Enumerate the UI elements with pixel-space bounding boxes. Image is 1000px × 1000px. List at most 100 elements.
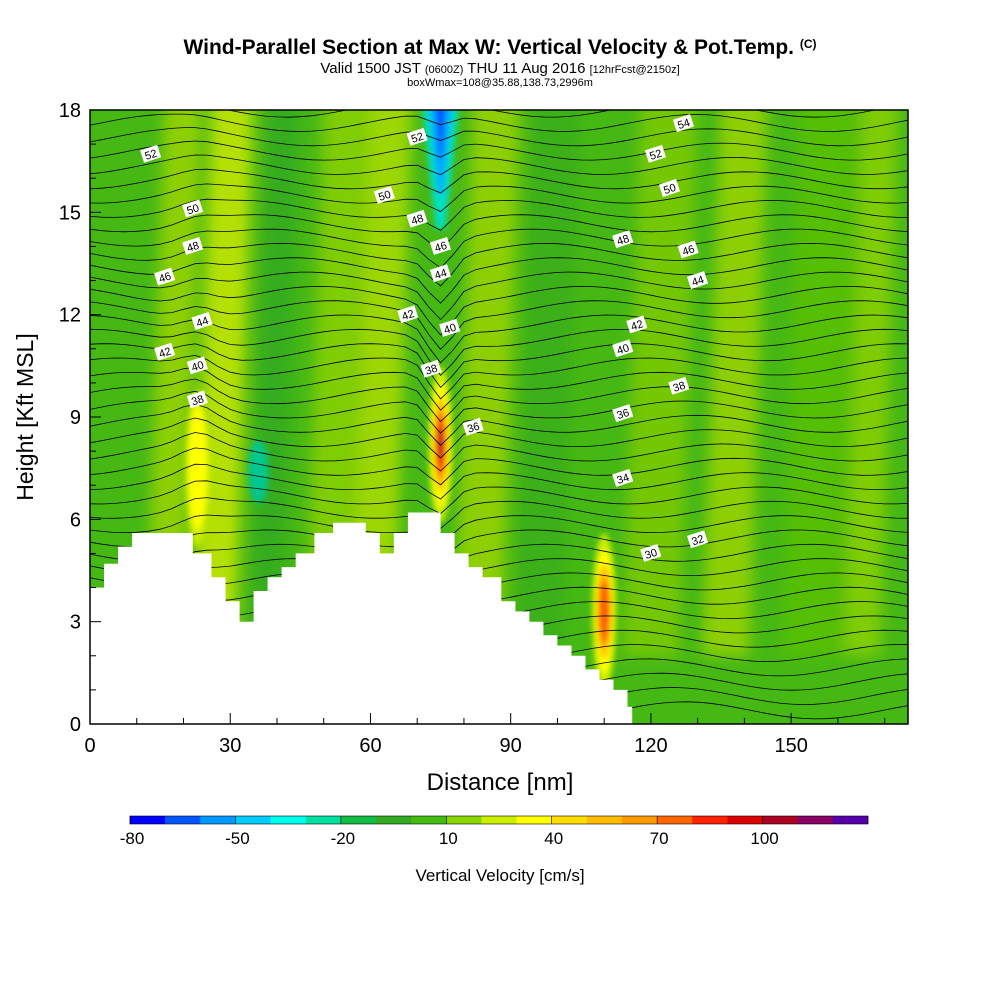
contour-label-bg <box>373 185 395 204</box>
contour-label-text: 46 <box>157 270 172 285</box>
colorbar-swatch <box>411 816 447 824</box>
contour-label-bg <box>677 240 699 259</box>
contour-label: 46 <box>154 267 176 286</box>
contour-label: 34 <box>612 468 634 487</box>
contour-label-text: 48 <box>185 240 200 255</box>
contour-label: 40 <box>186 356 208 375</box>
x-tick-label: 120 <box>634 735 667 757</box>
colorbar-swatch <box>270 816 307 824</box>
theta-contour <box>90 242 908 287</box>
contour-label-text: 42 <box>157 346 172 361</box>
contour-label: 40 <box>612 339 634 357</box>
contour-label-bg <box>686 530 709 549</box>
contour-label-text: 38 <box>424 363 439 378</box>
updraft-core-level <box>599 578 610 645</box>
downdraft-core <box>436 110 445 158</box>
theta-contour <box>90 366 908 411</box>
contour-label: 32 <box>686 530 709 549</box>
y-axis-label: Height [Kft MSL] <box>12 333 38 500</box>
theta-contour <box>90 480 908 515</box>
theta-contour <box>90 271 908 321</box>
colorbar-label: Vertical Velocity [cm/s] <box>415 866 584 885</box>
contour-label: 48 <box>406 209 428 228</box>
contour-label-bg <box>612 404 634 423</box>
colorbar-swatch <box>130 816 166 824</box>
contour-label-text: 44 <box>690 274 705 289</box>
contour-label: 48 <box>182 236 204 255</box>
theta-contour <box>90 257 908 304</box>
contour-label-text: 46 <box>681 243 696 258</box>
x-tick-label: 150 <box>774 735 807 757</box>
theta-contour <box>90 86 908 103</box>
contour-label-bg <box>658 179 681 197</box>
colorbar-tick-label: 40 <box>544 829 563 848</box>
contour-label: 44 <box>686 271 709 290</box>
contour-label-bg <box>429 236 452 255</box>
contour-label: 54 <box>672 114 695 132</box>
terrain-fill <box>90 512 633 724</box>
downdraft-region <box>248 110 459 504</box>
contour-label-bg <box>612 230 634 249</box>
contour-label-bg <box>686 271 709 290</box>
subtitle-zulu: (0600Z) <box>424 64 464 76</box>
contour-label-text: 48 <box>410 213 425 228</box>
contour-label-bg <box>406 209 428 228</box>
contour-label-bg <box>420 359 442 378</box>
colorbar-swatch <box>165 816 201 824</box>
colorbar-swatch <box>727 816 763 824</box>
contour-label-text: 30 <box>644 547 659 562</box>
colorbar-swatch <box>762 816 799 824</box>
contour-label: 48 <box>612 230 634 249</box>
contour-label: 44 <box>429 264 452 283</box>
colorbar-swatch <box>586 816 623 824</box>
contour-label-bg <box>439 318 461 337</box>
colorbar: -80 -50 -20 10 40 70 100 <box>120 815 869 848</box>
contour-label-text: 48 <box>616 233 631 248</box>
colorbar-swatch <box>622 816 658 824</box>
y-tick-label: 6 <box>70 509 81 531</box>
theta-contour <box>90 314 908 364</box>
contour-label-text: 50 <box>662 182 677 197</box>
contour-label-bg <box>406 127 428 146</box>
subtitle-date: THU 11 Aug 2016 <box>467 60 586 77</box>
contour-label: 46 <box>677 240 699 259</box>
contour-label-text: 42 <box>630 318 645 333</box>
contour-label-text: 32 <box>690 533 705 548</box>
chart-title-text: Wind-Parallel Section at Max W: Vertical… <box>183 36 794 59</box>
colorbar-swatch <box>692 816 728 824</box>
contour-label: 46 <box>429 236 452 255</box>
contour-label: 36 <box>462 417 484 436</box>
contour-label-bg <box>626 315 648 334</box>
contour-label-text: 36 <box>466 421 481 436</box>
y-tick-label: 18 <box>59 100 81 122</box>
contour-label-text: 40 <box>616 342 631 357</box>
theta-contour <box>90 417 908 459</box>
contour-label-bg <box>644 144 667 163</box>
y-tick-label: 0 <box>70 714 81 736</box>
theta-contour <box>90 543 908 573</box>
theta-contour <box>90 463 908 500</box>
contour-label-bg <box>668 376 690 395</box>
contour-label-text: 44 <box>195 315 210 330</box>
colorbar-tick-label: -80 <box>120 829 145 848</box>
colorbar-swatch <box>376 816 412 824</box>
x-tick-label: 60 <box>359 735 381 757</box>
contour-label: 30 <box>640 543 662 562</box>
contour-label-bg <box>429 264 452 283</box>
x-tick-label: 0 <box>84 735 95 757</box>
theta-contour <box>90 228 908 269</box>
contour-label-bg <box>462 417 484 436</box>
field-band <box>192 110 254 656</box>
contour-label-bg <box>140 144 162 163</box>
theta-contour <box>90 140 908 161</box>
theta-contour <box>90 285 908 336</box>
contour-label: 52 <box>406 127 428 146</box>
theta-contour <box>90 497 908 529</box>
terrain-mask <box>90 512 633 724</box>
y-tick-label: 9 <box>70 407 81 429</box>
colorbar-swatch <box>481 816 517 824</box>
contour-label: 36 <box>612 404 634 423</box>
contour-label: 42 <box>626 315 648 334</box>
contour-label-bg <box>186 356 208 375</box>
